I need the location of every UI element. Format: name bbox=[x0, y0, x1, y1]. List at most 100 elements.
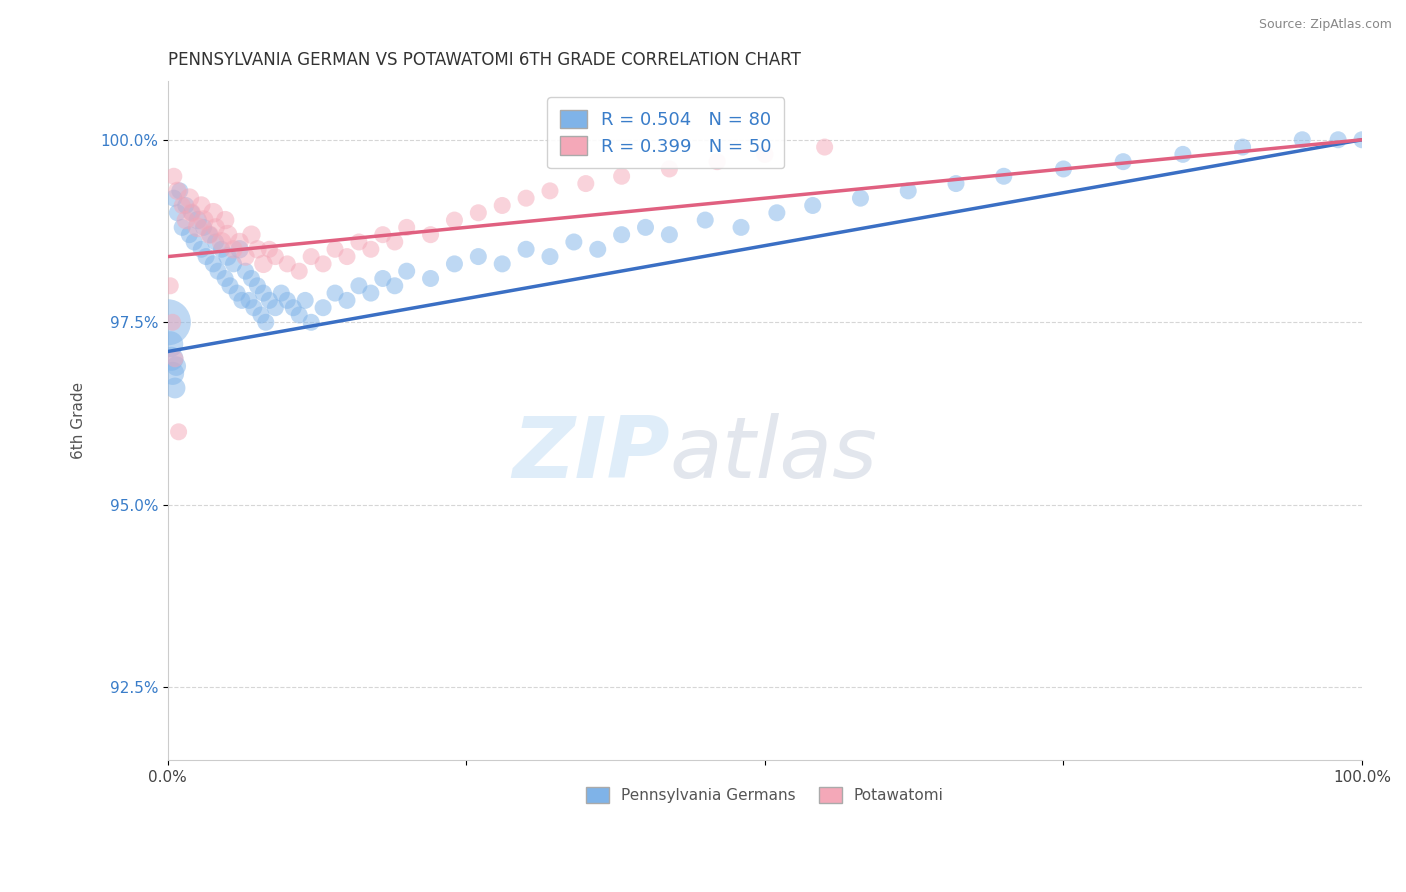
Point bbox=[1351, 133, 1374, 147]
Point bbox=[491, 198, 513, 212]
Point bbox=[202, 206, 225, 220]
Point bbox=[283, 301, 305, 315]
Point bbox=[190, 198, 212, 212]
Point bbox=[562, 235, 585, 249]
Point bbox=[252, 257, 274, 271]
Point bbox=[166, 184, 188, 198]
Point bbox=[801, 198, 824, 212]
Point bbox=[443, 257, 465, 271]
Point bbox=[814, 140, 837, 154]
Point bbox=[235, 264, 257, 278]
Point bbox=[163, 169, 186, 184]
Point bbox=[634, 220, 657, 235]
Point bbox=[395, 220, 418, 235]
Point bbox=[156, 315, 179, 329]
Point bbox=[360, 286, 382, 301]
Point bbox=[159, 278, 181, 293]
Point bbox=[395, 264, 418, 278]
Point bbox=[222, 242, 245, 256]
Point bbox=[159, 337, 181, 351]
Point bbox=[371, 227, 394, 242]
Point bbox=[312, 257, 335, 271]
Point bbox=[1232, 140, 1254, 154]
Point bbox=[202, 257, 225, 271]
Point bbox=[174, 198, 197, 212]
Point bbox=[198, 227, 221, 242]
Point bbox=[193, 213, 215, 227]
Point bbox=[211, 242, 233, 256]
Point bbox=[228, 242, 250, 256]
Point bbox=[276, 257, 298, 271]
Point bbox=[187, 213, 209, 227]
Point bbox=[231, 293, 253, 308]
Point bbox=[347, 278, 370, 293]
Point bbox=[586, 242, 609, 256]
Point bbox=[250, 308, 273, 322]
Point bbox=[288, 264, 311, 278]
Point bbox=[323, 242, 346, 256]
Point bbox=[163, 191, 186, 205]
Text: atlas: atlas bbox=[669, 413, 877, 496]
Point bbox=[222, 257, 245, 271]
Point bbox=[166, 206, 188, 220]
Point bbox=[658, 161, 681, 176]
Point bbox=[226, 286, 249, 301]
Point bbox=[443, 213, 465, 227]
Point bbox=[706, 154, 728, 169]
Point bbox=[658, 227, 681, 242]
Point bbox=[897, 184, 920, 198]
Point bbox=[467, 206, 489, 220]
Point bbox=[1327, 133, 1350, 147]
Point bbox=[1052, 161, 1074, 176]
Point bbox=[1291, 133, 1313, 147]
Point bbox=[1112, 154, 1135, 169]
Point bbox=[766, 206, 789, 220]
Point bbox=[193, 220, 215, 235]
Point bbox=[180, 206, 202, 220]
Point bbox=[347, 235, 370, 249]
Text: Source: ZipAtlas.com: Source: ZipAtlas.com bbox=[1258, 18, 1392, 31]
Point bbox=[167, 425, 190, 439]
Point bbox=[160, 351, 183, 366]
Y-axis label: 6th Grade: 6th Grade bbox=[72, 383, 86, 459]
Point bbox=[575, 177, 598, 191]
Point bbox=[336, 250, 359, 264]
Point bbox=[217, 227, 239, 242]
Point bbox=[198, 227, 221, 242]
Point bbox=[259, 242, 281, 256]
Point bbox=[1171, 147, 1194, 161]
Point bbox=[538, 184, 561, 198]
Point bbox=[610, 169, 633, 184]
Point bbox=[538, 250, 561, 264]
Point bbox=[276, 293, 298, 308]
Point bbox=[294, 293, 316, 308]
Point bbox=[849, 191, 872, 205]
Point bbox=[219, 278, 242, 293]
Point bbox=[467, 250, 489, 264]
Text: ZIP: ZIP bbox=[512, 413, 669, 496]
Point bbox=[419, 271, 441, 285]
Point bbox=[163, 351, 186, 366]
Point bbox=[240, 227, 263, 242]
Point bbox=[264, 250, 287, 264]
Point bbox=[243, 301, 266, 315]
Point bbox=[183, 235, 205, 249]
Point bbox=[162, 367, 184, 381]
Point bbox=[246, 278, 269, 293]
Point bbox=[217, 250, 239, 264]
Point bbox=[288, 308, 311, 322]
Point bbox=[299, 315, 322, 329]
Point bbox=[270, 286, 292, 301]
Point bbox=[384, 278, 406, 293]
Point bbox=[190, 242, 212, 256]
Legend: Pennsylvania Germans, Potawatomi: Pennsylvania Germans, Potawatomi bbox=[575, 776, 955, 814]
Point bbox=[214, 271, 236, 285]
Point bbox=[323, 286, 346, 301]
Point bbox=[207, 264, 229, 278]
Point bbox=[312, 301, 335, 315]
Point bbox=[172, 198, 194, 212]
Text: PENNSYLVANIA GERMAN VS POTAWATOMI 6TH GRADE CORRELATION CHART: PENNSYLVANIA GERMAN VS POTAWATOMI 6TH GR… bbox=[167, 51, 801, 69]
Point bbox=[165, 359, 187, 373]
Point bbox=[419, 227, 441, 242]
Point bbox=[162, 315, 184, 329]
